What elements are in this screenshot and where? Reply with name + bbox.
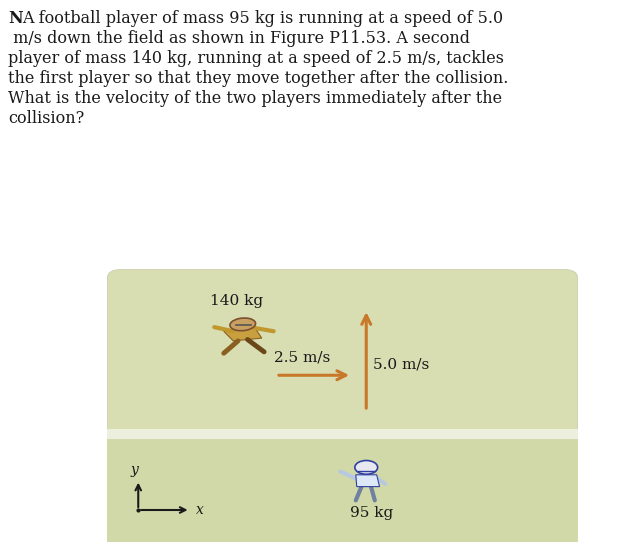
Text: 5.0 m/s: 5.0 m/s	[373, 357, 429, 371]
Ellipse shape	[230, 318, 255, 331]
Text: m/s down the field as shown in Figure P11.53. A second: m/s down the field as shown in Figure P1…	[8, 30, 470, 47]
Text: N: N	[8, 10, 23, 27]
FancyBboxPatch shape	[108, 270, 578, 541]
Polygon shape	[224, 327, 262, 341]
Text: player of mass 140 kg, running at a speed of 2.5 m/s, tackles: player of mass 140 kg, running at a spee…	[8, 50, 504, 67]
Text: 140 kg: 140 kg	[210, 294, 262, 308]
Bar	[108, 437, 578, 541]
Text: y: y	[131, 463, 138, 477]
Text: collision?: collision?	[8, 110, 84, 127]
Text: the first player so that they move together after the collision.: the first player so that they move toget…	[8, 70, 508, 87]
Bar	[108, 429, 578, 438]
Text: x: x	[196, 503, 204, 517]
Text: A football player of mass 95 kg is running at a speed of 5.0: A football player of mass 95 kg is runni…	[22, 10, 503, 27]
Ellipse shape	[355, 460, 378, 474]
Text: 2.5 m/s: 2.5 m/s	[274, 350, 330, 364]
Polygon shape	[356, 475, 380, 487]
Text: What is the velocity of the two players immediately after the: What is the velocity of the two players …	[8, 90, 502, 107]
Text: 95 kg: 95 kg	[350, 506, 393, 520]
